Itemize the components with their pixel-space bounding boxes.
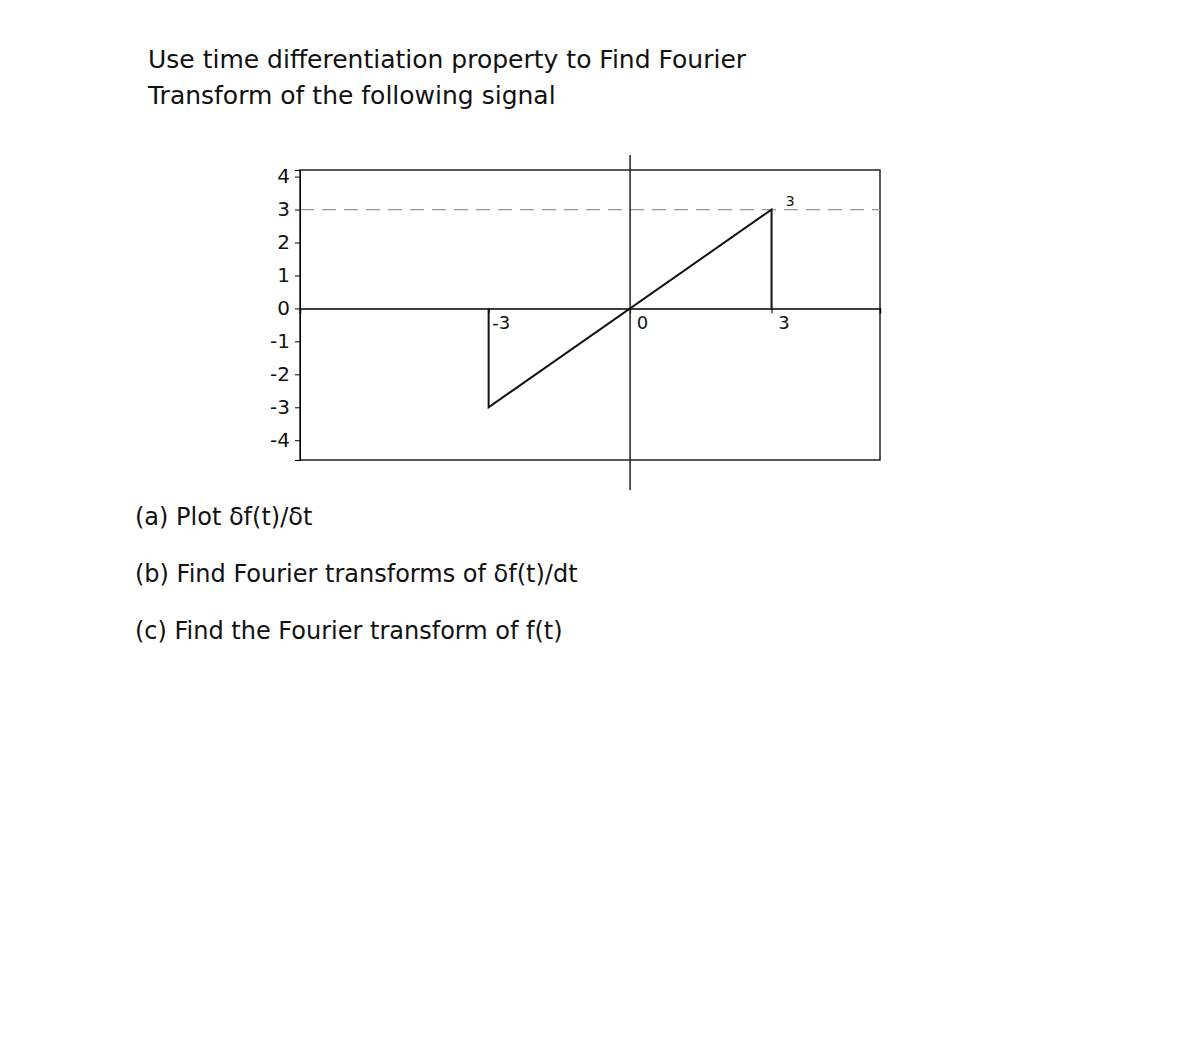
y-tick-mark [295, 243, 300, 244]
y-tick: -3 [270, 395, 300, 419]
x-axis-line [301, 309, 881, 314]
x-tick: -3 [489, 308, 510, 333]
y-tick-label: -4 [270, 428, 290, 452]
y-tick-label: 4 [277, 164, 290, 188]
y-tick-label: 1 [277, 263, 290, 287]
vertical-axis-line [629, 155, 631, 490]
y-tick-label: 0 [277, 296, 290, 320]
y-tick-mark [295, 177, 300, 178]
plot-area [489, 210, 772, 408]
x-axis: -3 0 3 [301, 308, 881, 333]
signal-line [489, 210, 772, 408]
y-tick-mark [295, 275, 300, 276]
y-tick-label: -3 [270, 395, 290, 419]
annotation: 3 [786, 193, 795, 209]
x-tick: 3 [772, 308, 790, 333]
y-tick-label: 2 [277, 230, 290, 254]
question: (c) Find the Fourier transform of f(t) [135, 617, 563, 645]
x-tick: 0 [631, 308, 649, 333]
y-tick: 4 [277, 164, 300, 188]
y-tick: 3 [277, 197, 300, 221]
x-tick-mark [772, 308, 773, 313]
y-tick-label: -2 [270, 362, 290, 386]
y-tick-mark [295, 341, 300, 342]
y-tick-label: -1 [270, 329, 290, 353]
y-tick: -1 [270, 329, 300, 353]
y-tick: -4 [270, 428, 300, 452]
y-tick: 0 [277, 296, 300, 320]
x-tick-label: 3 [778, 312, 789, 333]
y-axis: -4 -3 -2 -1 0 1 2 3 4 [270, 164, 300, 460]
y-tick-mark [295, 407, 300, 408]
heading-line: Transform of the following signal [147, 81, 556, 110]
y-tick: 1 [277, 263, 300, 287]
x-tick-label: 0 [637, 312, 648, 333]
y-tick-mark [295, 210, 300, 211]
x-tick-label: -3 [492, 312, 510, 333]
y-tick-label: 3 [277, 197, 290, 221]
page: Use time differentiation property to Fin… [0, 0, 1200, 1052]
y-tick: 2 [277, 230, 300, 254]
heading-line: Use time differentiation property to Fin… [148, 45, 747, 74]
y-axis-line [295, 171, 301, 461]
plot-frame [300, 170, 880, 460]
question: (b) Find Fourier transforms of δf(t)/dt [135, 560, 578, 588]
y-tick-mark [295, 440, 300, 441]
y-tick-mark [295, 374, 300, 375]
y-tick: -2 [270, 362, 300, 386]
question: (a) Plot δf(t)/δt [135, 503, 312, 531]
y-tick-mark [295, 308, 300, 309]
